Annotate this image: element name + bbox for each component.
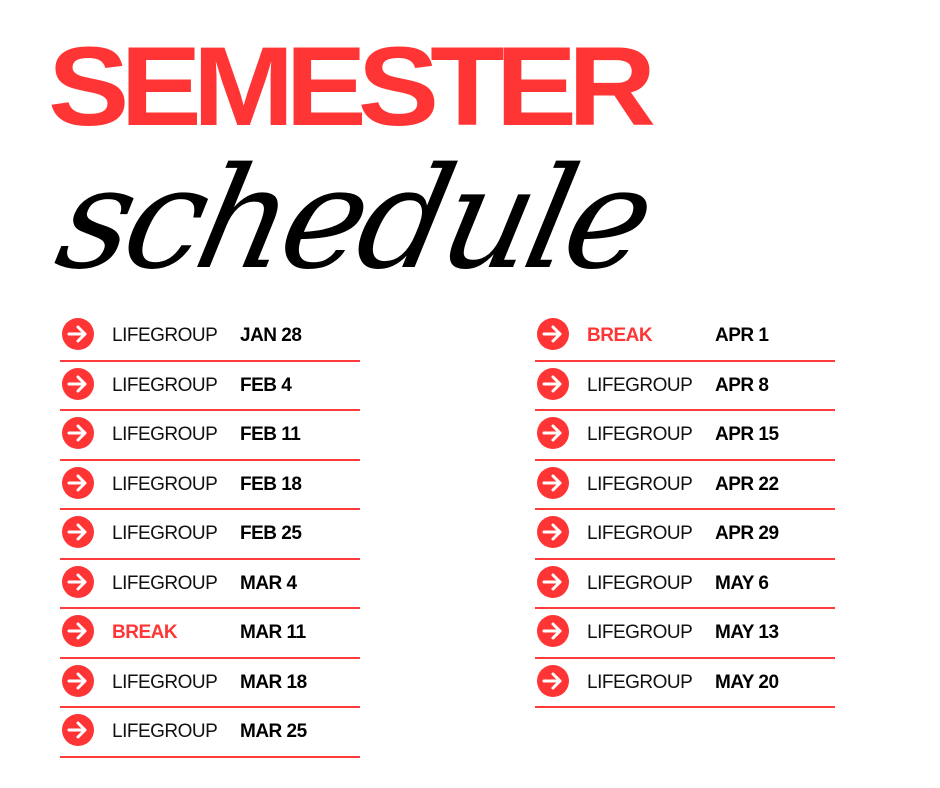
schedule-row: LIFEGROUP MAY 13 (535, 609, 835, 659)
schedule-column-left: LIFEGROUP JAN 28 LIFEGROUP FEB 4 LIFEGROUP FE… (60, 312, 360, 758)
arrow-right-circle-icon (62, 417, 94, 449)
schedule-row: LIFEGROUP MAR 18 (60, 659, 360, 708)
schedule-row: BREAK MAR 11 (60, 609, 360, 659)
event-date: MAY 6 (715, 572, 769, 594)
arrow-right-circle-icon (537, 367, 569, 400)
arrow-right-circle-icon (62, 714, 94, 746)
schedule-row: LIFEGROUP FEB 18 (60, 461, 360, 510)
page-subtitle: schedule (44, 138, 663, 301)
arrow-right-circle-icon (62, 615, 94, 647)
arrow-right-circle-icon (537, 466, 569, 499)
schedule-row: LIFEGROUP MAR 4 (60, 560, 360, 609)
schedule-row: LIFEGROUP MAY 6 (535, 560, 835, 609)
event-date: MAR 4 (240, 572, 297, 594)
event-label: LIFEGROUP (112, 721, 218, 742)
schedule-row: LIFEGROUP MAY 20 (535, 659, 835, 708)
arrow-right-circle-icon (62, 664, 94, 697)
event-label: LIFEGROUP (587, 671, 693, 693)
arrow-right-circle-icon (537, 565, 569, 598)
schedule-row: LIFEGROUP JAN 28 (60, 312, 360, 362)
event-date: FEB 11 (240, 424, 301, 445)
event-date: MAR 25 (240, 721, 307, 742)
schedule-row: BREAK APR 1 (535, 312, 835, 362)
schedule-row: LIFEGROUP MAR 25 (60, 708, 360, 758)
event-date: APR 15 (715, 424, 779, 445)
event-label: LIFEGROUP (587, 622, 693, 643)
event-label: LIFEGROUP (587, 572, 693, 594)
event-date: APR 1 (715, 325, 769, 346)
event-label: LIFEGROUP (587, 473, 693, 495)
event-label: LIFEGROUP (587, 424, 693, 445)
event-date: MAY 20 (715, 671, 779, 693)
arrow-right-circle-icon (62, 367, 94, 400)
event-label: LIFEGROUP (112, 572, 218, 594)
schedule-column-right: BREAK APR 1 LIFEGROUP APR 8 LIFEGROUP APR 15 L… (535, 312, 835, 708)
event-label: BREAK (112, 622, 178, 643)
schedule-row: LIFEGROUP APR 8 (535, 362, 835, 411)
event-label: LIFEGROUP (112, 671, 218, 693)
event-label: BREAK (587, 325, 653, 346)
schedule-row: LIFEGROUP APR 15 (535, 411, 835, 461)
event-date: APR 22 (715, 473, 779, 495)
arrow-right-circle-icon (537, 664, 569, 697)
event-label: LIFEGROUP (112, 473, 218, 495)
event-date: MAR 18 (240, 671, 307, 693)
arrow-right-circle-icon (62, 318, 94, 350)
schedule-row: LIFEGROUP APR 22 (535, 461, 835, 510)
schedule-row: LIFEGROUP APR 29 (535, 510, 835, 560)
page-title: SEMESTER (48, 23, 656, 149)
arrow-right-circle-icon (537, 615, 569, 647)
schedule-row: LIFEGROUP FEB 4 (60, 362, 360, 411)
arrow-right-circle-icon (537, 516, 569, 548)
arrow-right-circle-icon (537, 318, 569, 350)
event-date: JAN 28 (240, 325, 302, 346)
event-label: LIFEGROUP (587, 523, 693, 544)
event-date: MAY 13 (715, 622, 779, 643)
event-label: LIFEGROUP (112, 424, 218, 445)
arrow-right-circle-icon (62, 565, 94, 598)
event-label: LIFEGROUP (112, 523, 218, 544)
event-date: FEB 25 (240, 523, 302, 544)
schedule-row: LIFEGROUP FEB 11 (60, 411, 360, 461)
event-date: APR 8 (715, 374, 769, 396)
arrow-right-circle-icon (537, 417, 569, 449)
event-date: MAR 11 (240, 622, 306, 643)
arrow-right-circle-icon (62, 516, 94, 548)
schedule-row: LIFEGROUP FEB 25 (60, 510, 360, 560)
event-label: LIFEGROUP (112, 374, 218, 396)
event-label: LIFEGROUP (587, 374, 693, 396)
event-date: FEB 18 (240, 473, 302, 495)
arrow-right-circle-icon (62, 466, 94, 499)
event-date: FEB 4 (240, 374, 292, 396)
event-date: APR 29 (715, 523, 779, 544)
event-label: LIFEGROUP (112, 325, 218, 346)
